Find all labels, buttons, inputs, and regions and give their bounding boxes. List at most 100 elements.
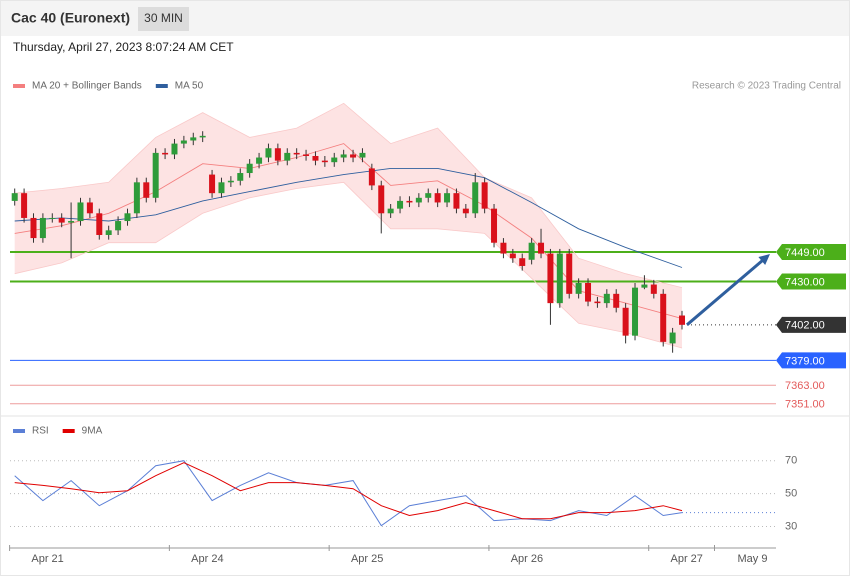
candle-body (509, 253, 516, 259)
candle-body (368, 168, 375, 186)
candle-body (359, 152, 366, 158)
candle-body (39, 217, 46, 239)
candle-body (321, 160, 328, 163)
candle-body (632, 287, 639, 336)
candle-body (237, 173, 244, 181)
legend-label: MA 50 (175, 81, 204, 92)
bollinger-upper (14, 102, 683, 288)
timestamp: Thursday, April 27, 2023 8:07:24 AM CET (13, 40, 234, 54)
candle-body (481, 182, 488, 209)
candle-body (190, 137, 197, 141)
candle-body (622, 307, 629, 336)
candle-body (11, 193, 18, 201)
candle-body (274, 148, 281, 161)
candle-body (256, 157, 263, 164)
candle-body (566, 253, 573, 294)
level-label: 7430.00 (785, 276, 825, 288)
level-label: 7379.00 (785, 355, 825, 367)
candle-body (143, 182, 150, 198)
level-tag (776, 316, 846, 333)
candle-body (86, 202, 93, 214)
candle-body (199, 135, 206, 138)
candle-body (218, 182, 225, 194)
candle-body (538, 242, 545, 254)
candle-body (331, 157, 338, 163)
candle-body (171, 143, 178, 155)
level-tag (776, 273, 846, 290)
candle-body (227, 180, 234, 183)
candle-body (425, 193, 432, 198)
candle-body (444, 193, 451, 203)
candle-body (30, 217, 37, 239)
candle-body (660, 293, 667, 342)
y-tick-label: 30 (785, 520, 797, 532)
candle-body (650, 284, 657, 294)
moving-average (14, 143, 683, 320)
candle-body (679, 315, 686, 325)
rsi-line (14, 462, 683, 520)
forecast-arrowhead (758, 254, 770, 266)
y-tick-label: 50 (785, 488, 797, 500)
legend-swatch (62, 429, 75, 433)
legend-swatch (13, 84, 25, 88)
y-tick-label: 70 (785, 455, 797, 467)
candle-body (575, 282, 582, 294)
candle-body (68, 221, 75, 223)
candle-body (77, 202, 84, 222)
level-label: 7363.00 (785, 380, 825, 392)
candle-body (303, 154, 310, 156)
legend-swatch (13, 429, 25, 433)
bollinger-lower (14, 181, 683, 349)
candle-body (265, 148, 272, 158)
forecast-arrow (686, 258, 765, 326)
candle-body (378, 185, 385, 214)
candle-body (547, 253, 554, 304)
candle-body (453, 193, 460, 209)
candle-body (293, 152, 300, 155)
bollinger-band (14, 103, 683, 349)
candle-body (133, 182, 140, 214)
x-tick-label: Apr 24 (191, 553, 223, 565)
level-tag (776, 352, 846, 369)
candle-body (115, 221, 122, 231)
candle-body (500, 242, 507, 254)
candle-body (152, 152, 159, 198)
candle-body (641, 284, 648, 288)
title: Cac 40 (Euronext) (11, 10, 130, 26)
x-tick-label: Apr 21 (31, 553, 63, 565)
candle-body (519, 258, 526, 266)
level-tag (776, 244, 846, 261)
candle-body (49, 217, 56, 219)
candle-body (124, 213, 131, 222)
candle-body (528, 242, 535, 260)
x-tick-label: Apr 27 (671, 553, 703, 565)
price-panel: MA 20 + Bollinger Bands MA 50 7449.00 7430.… (10, 81, 846, 411)
x-tick-label: May 9 (738, 553, 768, 565)
candle-body (556, 253, 563, 304)
candle-body (340, 154, 347, 158)
candle-body (462, 208, 469, 214)
legend-label: MA 20 + Bollinger Bands (32, 81, 142, 92)
legend-label: 9MA (82, 426, 103, 437)
candle-body (594, 301, 601, 304)
timeframe-badge (138, 7, 189, 31)
rsi-panel: RSI 9MA 30 50 70 Apr 21 Apr 24 Apr 25 Apr 26 Apr … (9, 426, 797, 565)
timeframe: 30 MIN (144, 11, 183, 25)
candle-body (209, 174, 216, 194)
credit: Research © 2023 Trading Central (692, 81, 841, 92)
candle-body (350, 154, 357, 158)
candle-body (669, 332, 676, 344)
level-label: 7351.00 (785, 399, 825, 411)
candle-body (472, 182, 479, 214)
level-label: 7449.00 (785, 247, 825, 259)
candle-body (415, 197, 422, 203)
candle-body (284, 152, 291, 161)
candle-body (397, 200, 404, 209)
candle-body (387, 208, 394, 214)
candle-body (105, 230, 112, 235)
x-tick-label: Apr 25 (351, 553, 383, 565)
legend-swatch (155, 84, 168, 88)
